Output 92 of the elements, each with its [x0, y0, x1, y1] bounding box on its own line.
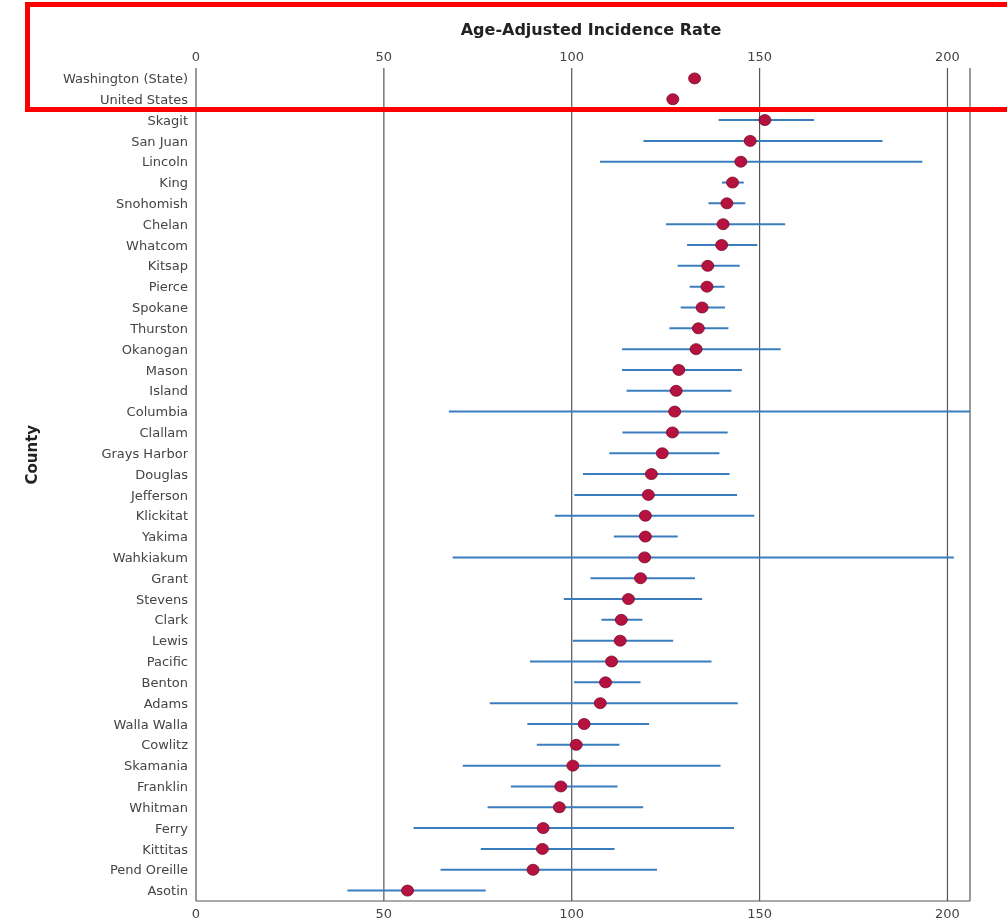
y-tick-label: Asotin	[147, 883, 188, 899]
y-tick-label: Wahkiakum	[112, 550, 188, 565]
y-tick-label: Jefferson	[129, 487, 188, 503]
point	[638, 530, 652, 543]
y-tick-label: Columbia	[126, 404, 188, 420]
point	[726, 176, 739, 189]
point	[758, 114, 772, 126]
y-tick-label: Spokane	[132, 300, 188, 316]
point	[668, 405, 682, 418]
point	[716, 218, 730, 231]
y-tick-label: Kittitas	[142, 841, 189, 857]
point	[666, 426, 679, 439]
y-tick-label: Yakima	[141, 529, 188, 545]
y-tick-label: Mason	[145, 362, 188, 378]
y-tick-label: Whatcom	[126, 237, 188, 253]
y-tick-label: Island	[149, 383, 188, 399]
point	[593, 697, 607, 710]
y-tick-label: Thurston	[129, 320, 188, 336]
point	[605, 655, 618, 668]
point	[688, 72, 701, 85]
x-tick-label: 150	[746, 49, 773, 64]
y-tick-label: Kitsap	[147, 258, 188, 274]
y-axis-title: County	[23, 424, 42, 485]
point	[599, 676, 612, 689]
point	[666, 93, 680, 106]
point	[641, 489, 655, 501]
point	[622, 593, 635, 605]
point	[634, 572, 647, 585]
point	[554, 780, 568, 793]
point	[691, 322, 705, 335]
point	[638, 509, 652, 522]
point	[526, 863, 540, 876]
x-tick-label: 200	[934, 49, 961, 64]
point	[614, 613, 628, 626]
point	[655, 447, 669, 460]
point	[569, 738, 583, 751]
point	[552, 801, 566, 814]
x-tick-label: 50	[374, 49, 394, 64]
y-tick-label: Klickitat	[135, 508, 188, 524]
y-tick-label: Whitman	[129, 799, 188, 815]
point	[695, 301, 709, 314]
x2-tick-label: 0	[191, 906, 201, 921]
y-tick-label: Cowlitz	[141, 737, 189, 753]
point	[700, 280, 714, 293]
y-tick-label: Walla Walla	[113, 716, 188, 732]
y-tick-label: Franklin	[136, 779, 188, 795]
point	[734, 155, 748, 168]
x-tick-label: 100	[558, 49, 586, 64]
point	[672, 364, 686, 376]
y-tick-label: Benton	[141, 674, 188, 690]
point	[566, 759, 580, 772]
y-tick-label: Clallam	[139, 425, 188, 441]
y-tick-label: Grays Harbor	[101, 445, 189, 461]
point	[644, 468, 658, 480]
y-tick-label: Chelan	[142, 216, 188, 232]
point	[743, 134, 757, 147]
y-tick-label: Washington (State)	[62, 71, 188, 87]
y-tick-label: Adams	[143, 695, 189, 711]
y-tick-label: Skagit	[147, 112, 188, 128]
y-tick-label: Pend Oreille	[109, 862, 188, 878]
point	[701, 259, 715, 272]
y-tick-label: Pacific	[146, 654, 188, 670]
point	[613, 634, 627, 647]
y-tick-label: Lewis	[151, 633, 189, 649]
point	[689, 343, 703, 356]
y-tick-label: Douglas	[135, 466, 189, 482]
point	[720, 197, 734, 210]
x2-tick-label: 150	[747, 906, 773, 921]
y-tick-label: Okanogan	[121, 341, 188, 357]
point	[536, 843, 549, 855]
point	[669, 384, 683, 397]
x2-tick-label: 200	[935, 906, 960, 921]
x2-tick-label: 50	[375, 906, 393, 921]
y-tick-label: United States	[99, 91, 189, 107]
y-tick-label: Skamania	[124, 758, 188, 774]
y-tick-label: Grant	[151, 570, 188, 586]
y-tick-label: Ferry	[155, 820, 189, 836]
chart-title: Age-Adjusted Incidence Rate	[459, 20, 723, 39]
x-tick-label: 0	[190, 49, 202, 64]
y-tick-label: Stevens	[135, 591, 189, 607]
point	[536, 822, 550, 835]
x2-tick-label: 100	[559, 906, 585, 921]
y-tick-label: Lincoln	[141, 154, 188, 170]
point	[715, 239, 729, 251]
y-tick-label: King	[159, 175, 188, 191]
y-tick-label: San Juan	[131, 133, 188, 149]
y-tick-label: Pierce	[148, 279, 188, 295]
y-tick-label: Clark	[154, 612, 189, 628]
point	[638, 551, 652, 564]
point	[401, 884, 414, 897]
point	[577, 718, 591, 730]
y-tick-label: Snohomish	[116, 195, 188, 211]
